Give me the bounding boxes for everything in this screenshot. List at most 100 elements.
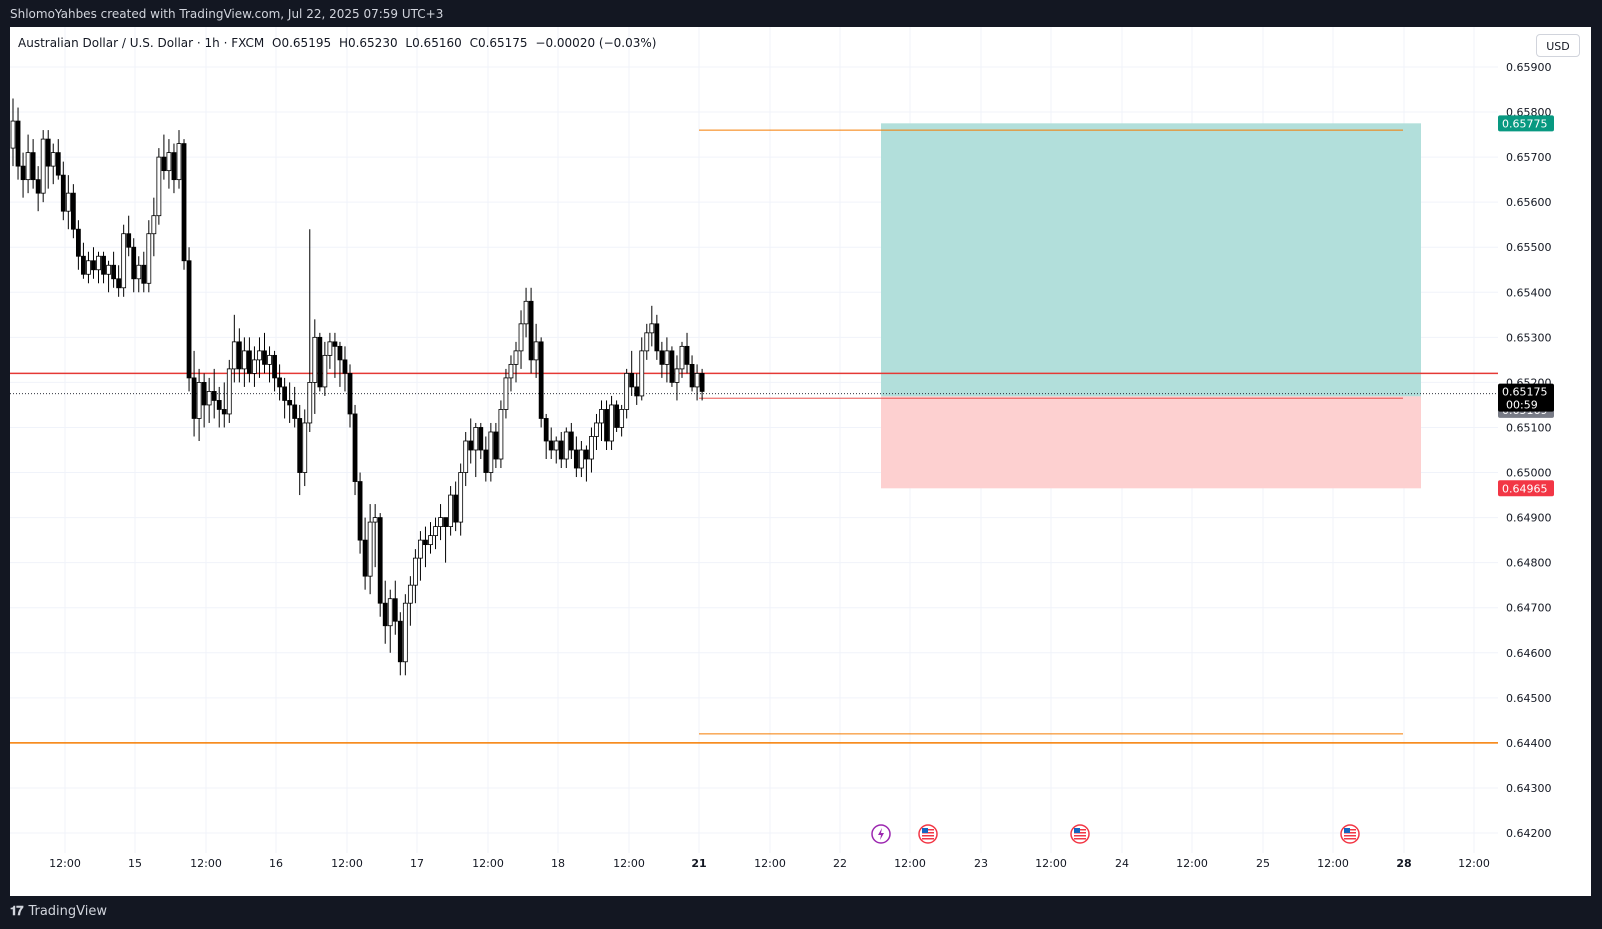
candle-body xyxy=(161,156,167,172)
candle-body xyxy=(146,233,152,284)
candle-body xyxy=(282,386,288,401)
us-flag-icon[interactable] xyxy=(1340,824,1360,844)
candle-body xyxy=(407,584,413,604)
stop-badge xyxy=(1498,480,1554,497)
candle-body xyxy=(624,372,630,410)
change-value: −0.00020 (−0.03%) xyxy=(535,36,657,50)
candle-body xyxy=(10,120,16,149)
us-flag-icon[interactable] xyxy=(1070,824,1090,844)
last-price-badge xyxy=(1498,383,1554,412)
candle-body xyxy=(604,409,609,442)
candle-body xyxy=(317,336,323,388)
lightning-icon[interactable] xyxy=(871,824,891,844)
x-tick-label: 12:00 xyxy=(190,857,222,870)
candle-body xyxy=(382,602,388,627)
y-tick-label: 0.65300 xyxy=(1506,331,1552,344)
candle-body xyxy=(347,372,353,415)
x-tick-label: 21 xyxy=(691,857,706,870)
candle-body xyxy=(25,152,31,181)
candle-body xyxy=(257,350,262,361)
target-badge-text: 0.65775 xyxy=(1502,117,1548,130)
candle-body xyxy=(488,431,494,473)
candle-body xyxy=(438,517,443,527)
y-tick-label: 0.64800 xyxy=(1506,557,1552,570)
candle-body xyxy=(528,300,534,361)
candle-body xyxy=(493,431,499,460)
last-price-text: 0.65175 xyxy=(1502,386,1548,399)
countdown-text: 00:59 xyxy=(1506,399,1538,412)
candle-body xyxy=(151,215,157,235)
candle-body xyxy=(563,431,569,460)
x-tick-label: 12:00 xyxy=(1176,857,1208,870)
candle-body xyxy=(402,602,408,663)
candle-body xyxy=(568,431,574,451)
footer-brand[interactable]: 𝟏𝟕 TradingView xyxy=(10,904,107,919)
candle-body xyxy=(91,260,96,271)
candle-body xyxy=(241,350,247,370)
candle-body xyxy=(478,427,484,451)
candle-body xyxy=(518,323,524,352)
candle-body xyxy=(538,341,544,419)
candle-body xyxy=(101,255,106,275)
y-tick-label: 0.65400 xyxy=(1506,286,1552,299)
candle-body xyxy=(231,341,237,370)
y-tick-label: 0.65100 xyxy=(1506,421,1552,434)
candle-body xyxy=(694,372,700,388)
chart-frame[interactable]: 0.65900 0.65800 0.65700 0.65600 0.65500 0.654… xyxy=(10,27,1591,896)
target-badge xyxy=(1498,115,1554,132)
y-tick-label: 0.64500 xyxy=(1506,692,1552,705)
candle-body xyxy=(508,363,514,379)
candle-body xyxy=(377,517,383,604)
x-tick-label: 12:00 xyxy=(472,857,504,870)
candle-body xyxy=(206,391,212,406)
candle-body xyxy=(699,372,705,392)
candle-body xyxy=(186,260,192,379)
candle-body xyxy=(35,179,41,194)
candle-body xyxy=(131,246,137,280)
y-tick-label: 0.65500 xyxy=(1506,241,1552,254)
candle-body xyxy=(252,359,257,374)
candle-body xyxy=(15,120,21,167)
candle-body xyxy=(397,620,403,663)
candle-body xyxy=(81,255,86,275)
y-tick-label: 0.65600 xyxy=(1506,196,1552,209)
candle-body xyxy=(226,368,232,415)
x-tick-label: 12:00 xyxy=(613,857,645,870)
candle-body xyxy=(654,323,660,352)
candle-body xyxy=(367,521,373,577)
x-tick-label: 12:00 xyxy=(754,857,786,870)
candle-body xyxy=(362,539,368,577)
price-chart[interactable]: 0.659000.658000.657000.656000.655000.654… xyxy=(10,27,1591,896)
us-flag-icon[interactable] xyxy=(918,824,938,844)
candle-body xyxy=(201,382,207,406)
candle-body xyxy=(448,494,454,528)
candle-body xyxy=(106,264,111,275)
x-tick-label: 17 xyxy=(410,857,424,870)
candle-body xyxy=(176,143,182,181)
candle-body xyxy=(211,391,217,401)
x-tick-label: 16 xyxy=(269,857,283,870)
chart-attribution: ShlomoYahbes created with TradingView.co… xyxy=(10,7,444,21)
y-tick-label: 0.65000 xyxy=(1506,467,1552,480)
symbol-legend: Australian Dollar / U.S. Dollar · 1h · F… xyxy=(18,36,660,50)
low-value: L0.65160 xyxy=(405,36,462,50)
candle-body xyxy=(599,409,604,424)
currency-button[interactable]: USD xyxy=(1536,34,1580,57)
candle-body xyxy=(412,557,418,586)
candle-body xyxy=(533,341,539,361)
candle-body xyxy=(543,418,549,442)
candle-body xyxy=(679,345,685,370)
x-tick-label: 28 xyxy=(1396,857,1411,870)
x-tick-label: 12:00 xyxy=(331,857,363,870)
candle-body xyxy=(247,350,252,374)
y-tick-label: 0.64700 xyxy=(1506,602,1552,615)
candle-body xyxy=(60,174,66,212)
y-tick-label: 0.65700 xyxy=(1506,151,1552,164)
candle-body xyxy=(267,354,272,365)
candle-body xyxy=(387,598,393,627)
candle-body xyxy=(322,354,328,388)
candle-body xyxy=(50,152,56,167)
stop-zone xyxy=(881,396,1421,489)
x-tick-label: 12:00 xyxy=(1317,857,1349,870)
candle-body xyxy=(337,345,343,361)
